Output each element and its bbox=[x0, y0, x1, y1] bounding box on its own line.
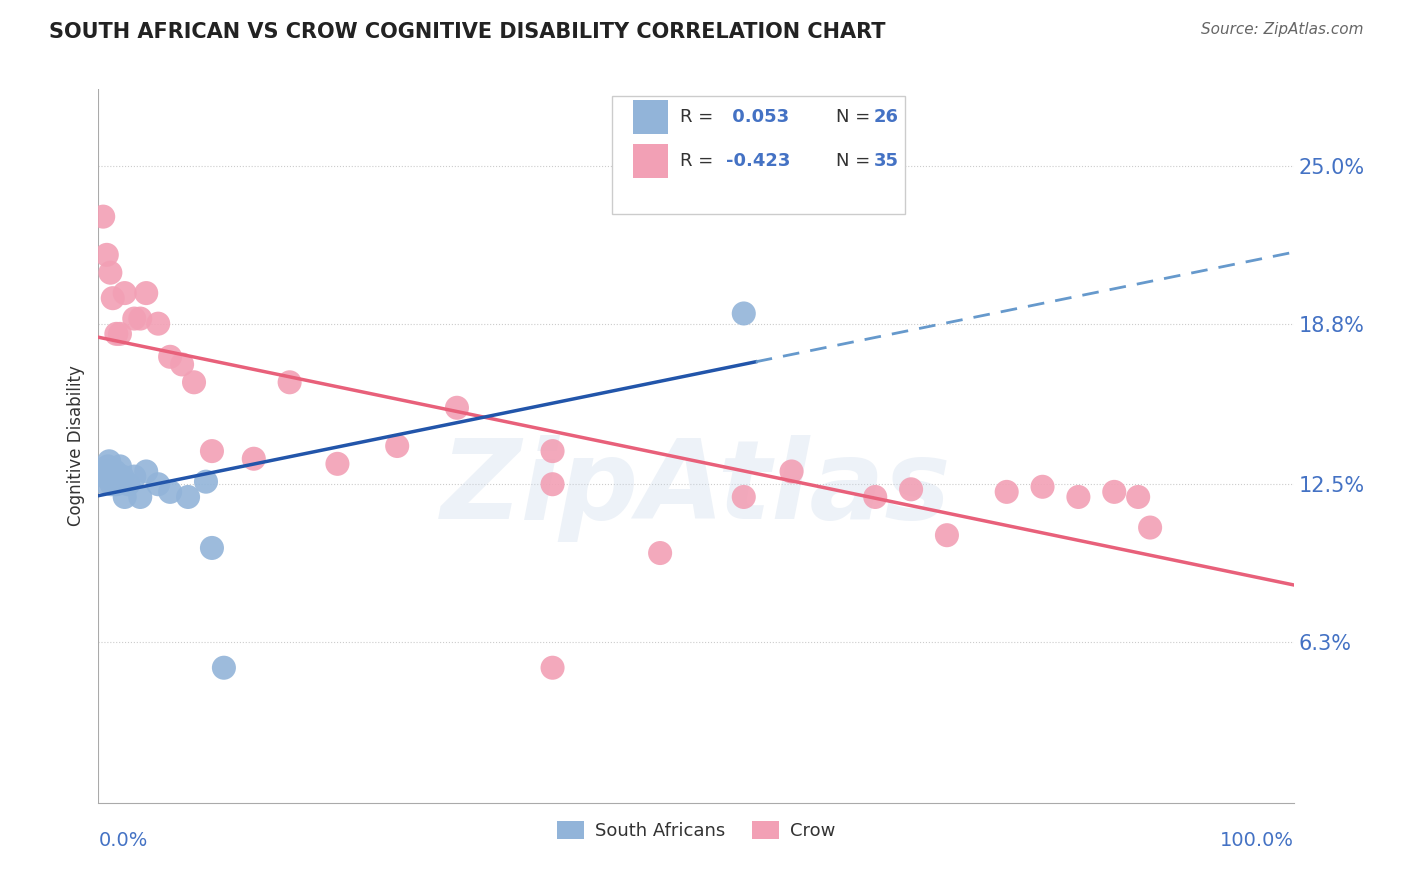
Text: 35: 35 bbox=[875, 153, 898, 170]
Point bbox=[97, 459, 120, 474]
Point bbox=[201, 444, 224, 458]
Text: N =: N = bbox=[835, 153, 876, 170]
Point bbox=[1032, 480, 1054, 494]
Bar bbox=[633, 145, 668, 178]
Point bbox=[195, 475, 218, 489]
Point bbox=[541, 661, 564, 675]
Point bbox=[114, 286, 136, 301]
Point bbox=[111, 469, 134, 483]
Text: 100.0%: 100.0% bbox=[1219, 831, 1294, 850]
Point bbox=[780, 465, 803, 479]
Point bbox=[91, 475, 114, 489]
Point bbox=[1067, 490, 1090, 504]
Point bbox=[865, 490, 887, 504]
Point bbox=[135, 286, 157, 301]
Point bbox=[101, 472, 124, 486]
Text: 26: 26 bbox=[875, 108, 898, 126]
Point bbox=[105, 326, 128, 341]
Point bbox=[1139, 520, 1161, 534]
Point bbox=[107, 469, 129, 483]
Point bbox=[243, 451, 266, 466]
Point bbox=[129, 490, 152, 504]
Point bbox=[177, 490, 200, 504]
Text: Source: ZipAtlas.com: Source: ZipAtlas.com bbox=[1201, 22, 1364, 37]
Point bbox=[148, 477, 170, 491]
Point bbox=[103, 475, 125, 489]
Point bbox=[98, 266, 122, 280]
Point bbox=[172, 358, 194, 372]
Point bbox=[385, 439, 409, 453]
Point bbox=[105, 477, 128, 491]
Point bbox=[129, 311, 152, 326]
Point bbox=[1104, 484, 1126, 499]
Point bbox=[159, 350, 181, 364]
Point bbox=[101, 291, 124, 305]
Point bbox=[541, 477, 564, 491]
Point bbox=[183, 376, 205, 390]
Point bbox=[201, 541, 224, 555]
Point bbox=[96, 465, 118, 479]
Point bbox=[446, 401, 468, 415]
Point bbox=[212, 661, 235, 675]
Point bbox=[114, 490, 136, 504]
Point bbox=[648, 546, 672, 560]
Point bbox=[900, 483, 922, 497]
Point bbox=[936, 528, 959, 542]
Point bbox=[104, 465, 127, 479]
Text: N =: N = bbox=[835, 108, 876, 126]
Point bbox=[995, 484, 1018, 499]
Text: 0.053: 0.053 bbox=[725, 108, 789, 126]
Point bbox=[135, 465, 157, 479]
Point bbox=[108, 326, 131, 341]
Point bbox=[108, 459, 131, 474]
Point bbox=[148, 317, 170, 331]
Text: -0.423: -0.423 bbox=[725, 153, 790, 170]
Point bbox=[1128, 490, 1150, 504]
Text: R =: R = bbox=[681, 108, 720, 126]
Point bbox=[94, 469, 117, 483]
Text: R =: R = bbox=[681, 153, 720, 170]
Point bbox=[117, 477, 139, 491]
Point bbox=[124, 311, 146, 326]
Point bbox=[96, 248, 118, 262]
Point bbox=[278, 376, 301, 390]
Point bbox=[100, 477, 122, 491]
Legend: South Africans, Crow: South Africans, Crow bbox=[550, 814, 842, 847]
Point bbox=[98, 454, 121, 468]
Point bbox=[541, 444, 564, 458]
Point bbox=[124, 469, 146, 483]
Point bbox=[733, 490, 755, 504]
Y-axis label: Cognitive Disability: Cognitive Disability bbox=[67, 366, 86, 526]
FancyBboxPatch shape bbox=[613, 96, 905, 214]
Text: SOUTH AFRICAN VS CROW COGNITIVE DISABILITY CORRELATION CHART: SOUTH AFRICAN VS CROW COGNITIVE DISABILI… bbox=[49, 22, 886, 42]
Bar bbox=[633, 100, 668, 134]
Point bbox=[91, 210, 114, 224]
Point bbox=[159, 484, 181, 499]
Text: ZipAtlas: ZipAtlas bbox=[440, 435, 952, 542]
Text: 0.0%: 0.0% bbox=[98, 831, 148, 850]
Point bbox=[98, 469, 122, 483]
Point bbox=[733, 306, 755, 320]
Point bbox=[326, 457, 349, 471]
